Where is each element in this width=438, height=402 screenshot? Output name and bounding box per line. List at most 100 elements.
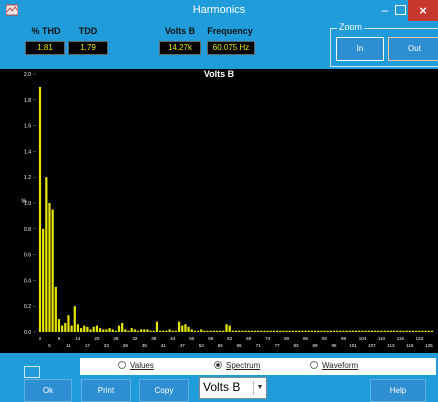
bar	[402, 330, 405, 332]
bar	[411, 330, 415, 332]
bar	[45, 177, 48, 332]
thd-value: 1.81	[25, 41, 65, 55]
bar	[127, 330, 130, 332]
bar	[70, 325, 73, 332]
x-tick-label: 101	[349, 343, 357, 348]
indicator-box	[24, 366, 40, 378]
bar	[288, 330, 291, 332]
x-tick-label: 20	[94, 336, 100, 341]
x-tick-label: 14	[75, 336, 81, 341]
readout-panel: % THD 1.81 TDD 1.79 Volts B 14.27k Frequ…	[0, 21, 438, 69]
minimize-button[interactable]: –	[381, 3, 389, 17]
x-tick-label: 62	[227, 336, 233, 341]
bar	[57, 319, 61, 332]
bar	[76, 324, 80, 332]
volts-value: 14.27k	[159, 41, 201, 55]
bar	[301, 330, 304, 332]
bar	[73, 306, 76, 332]
x-tick-label: 11	[66, 343, 71, 348]
bar	[133, 329, 136, 332]
x-tick-label: 89	[313, 343, 319, 348]
bar	[231, 330, 234, 332]
x-tick-label: 98	[341, 336, 347, 341]
bar	[114, 330, 117, 332]
bar	[380, 330, 383, 332]
radio-waveform-label: Waveform	[322, 361, 359, 370]
bar	[282, 330, 285, 332]
bar	[219, 330, 222, 332]
y-tick-label: 0.2	[24, 304, 31, 310]
bar	[358, 330, 361, 332]
bar	[215, 330, 219, 332]
bar	[184, 324, 187, 332]
bar	[143, 329, 146, 332]
maximize-button[interactable]	[395, 5, 406, 15]
x-tick-label: 35	[142, 343, 148, 348]
bar	[171, 330, 174, 332]
frequency-value: 60.075 Hz	[207, 41, 255, 55]
bar	[383, 330, 386, 332]
radio-spectrum-label: Spectrum	[226, 361, 261, 370]
x-tick-label: 71	[256, 343, 262, 348]
bar	[298, 330, 301, 332]
ok-button[interactable]: Ok	[24, 379, 72, 402]
channel-select[interactable]: Volts B ▼	[199, 377, 267, 399]
bar	[329, 330, 332, 332]
bar	[291, 330, 295, 332]
x-tick-label: 38	[151, 336, 157, 341]
x-tick-label: 119	[406, 343, 414, 348]
x-tick-label: 77	[275, 343, 281, 348]
x-tick-label: 59	[218, 343, 224, 348]
bar	[408, 330, 411, 332]
y-tick-label: 1.0	[24, 201, 31, 207]
bar	[424, 330, 427, 332]
x-tick-label: 92	[322, 336, 328, 341]
zoom-label: Zoom	[337, 22, 365, 32]
bar	[241, 330, 244, 332]
x-tick-label: 107	[368, 343, 376, 348]
footer-panel: Values Spectrum Waveform Ok Print Copy V…	[0, 353, 438, 402]
bar	[212, 330, 215, 332]
x-tick-label: 113	[387, 343, 395, 348]
bar	[181, 325, 184, 332]
bar	[294, 330, 298, 332]
bar	[345, 330, 348, 332]
zoom-group: Zoom In Out	[330, 22, 438, 67]
bar	[405, 330, 408, 332]
bar	[105, 329, 108, 332]
bar	[209, 330, 212, 332]
close-button[interactable]: ×	[408, 0, 438, 21]
bar	[342, 330, 345, 332]
bar	[86, 326, 89, 332]
x-tick-label: 86	[303, 336, 309, 341]
zoom-in-button[interactable]: In	[336, 37, 384, 61]
bar	[111, 329, 114, 332]
bar	[149, 330, 152, 332]
print-button[interactable]: Print	[81, 379, 131, 402]
bar	[304, 330, 307, 332]
bar	[326, 330, 329, 332]
bar	[427, 330, 430, 332]
bar	[206, 330, 209, 332]
radio-waveform[interactable]: Waveform	[310, 361, 358, 370]
bar	[323, 330, 326, 332]
x-tick-label: 104	[359, 336, 367, 341]
bar	[351, 330, 355, 332]
bar	[67, 315, 70, 332]
chevron-down-icon[interactable]: ▼	[253, 381, 266, 395]
bar	[54, 286, 57, 332]
radio-spectrum[interactable]: Spectrum	[214, 361, 260, 370]
tdd-value: 1.79	[68, 41, 108, 55]
tdd-label: TDD	[78, 26, 98, 36]
channel-select-value: Volts B	[203, 380, 241, 394]
bar	[187, 326, 190, 332]
radio-values[interactable]: Values	[118, 361, 154, 370]
x-tick-label: 29	[123, 343, 129, 348]
zoom-out-button[interactable]: Out	[388, 37, 438, 61]
bar	[234, 330, 238, 332]
help-button[interactable]: Help	[370, 379, 426, 402]
x-tick-label: 53	[199, 343, 205, 348]
y-tick-label: 1.6	[24, 124, 31, 130]
bar	[339, 330, 342, 332]
copy-button[interactable]: Copy	[139, 379, 189, 402]
